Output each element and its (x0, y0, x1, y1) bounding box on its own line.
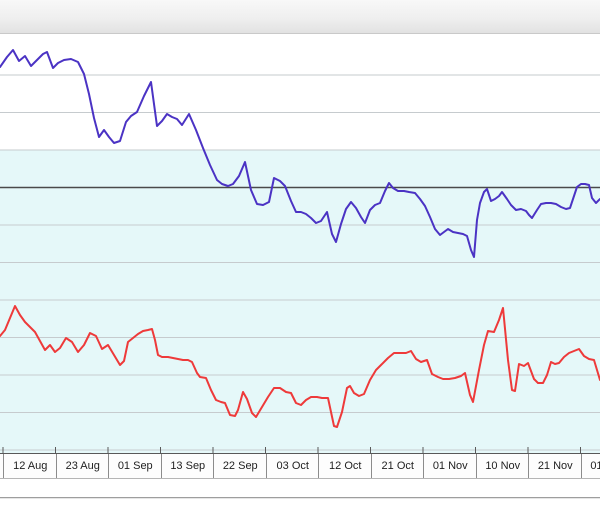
blue-series-line (0, 49, 600, 258)
chart-canvas (0, 34, 600, 453)
x-axis-tick-label: 12 Oct (329, 460, 362, 472)
x-axis-tick-label: 01 Nov (432, 460, 468, 472)
x-axis-tick-label: 10 Nov (485, 460, 521, 472)
x-axis-tick-label: 23 Aug (65, 460, 100, 472)
x-axis-tick-label: 12 Aug (13, 460, 48, 472)
x-axis-tick-label: 21 Oct (381, 460, 414, 472)
x-axis-tick-label: 21 Nov (537, 460, 573, 472)
x-axis-tick-label: 03 Oct (276, 460, 309, 472)
x-axis-separator (475, 454, 477, 478)
x-axis-separator (265, 454, 267, 478)
chart-area (0, 34, 600, 453)
x-axis-separator (318, 454, 319, 478)
lower-band-background (0, 150, 600, 453)
x-axis-separator (55, 454, 57, 478)
footer-divider (0, 497, 600, 499)
x-axis-separator (580, 454, 582, 478)
x-axis-separator (160, 454, 162, 478)
x-axis-separator (423, 454, 424, 478)
x-axis-band: 12 Aug 23 Aug 01 Sep 13 Sep 22 Sep 03 Oct 12 O… (0, 453, 600, 479)
x-axis-separator (528, 454, 529, 478)
x-axis-separator (3, 454, 4, 478)
x-axis-separator (108, 454, 109, 478)
footer-gap (0, 479, 600, 497)
x-axis-separator (213, 454, 214, 478)
x-axis-separator (370, 454, 372, 478)
x-axis-tick-label: 01 Sep (117, 460, 153, 472)
x-axis-tick-label: 22 Sep (222, 460, 258, 472)
footer-space (0, 499, 600, 516)
x-axis-tick-label: 01 Dec (590, 460, 600, 472)
red-series-line (0, 305, 600, 428)
x-axis-tick-label: 13 Sep (170, 460, 206, 472)
top-toolbar (0, 0, 600, 34)
